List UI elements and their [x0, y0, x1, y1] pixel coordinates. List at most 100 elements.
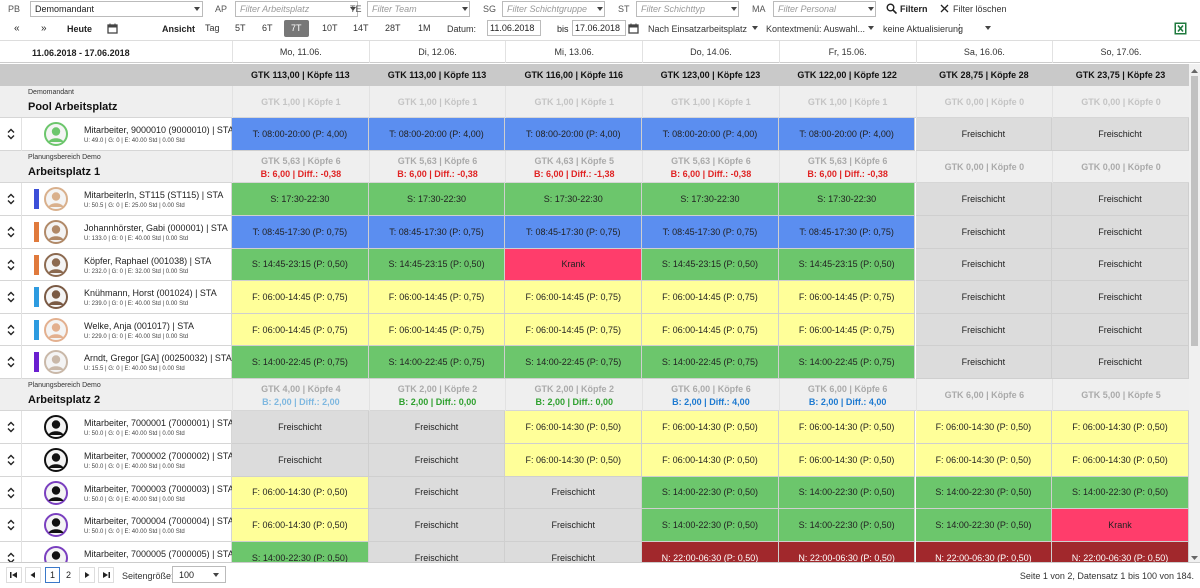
- shift-cell[interactable]: T: 08:00-20:00 (P: 4,00): [642, 118, 779, 151]
- sort-handle[interactable]: [7, 487, 15, 499]
- shift-cell[interactable]: S: 14:00-22:45 (P: 0,75): [778, 346, 916, 379]
- filter-select[interactable]: Demomandant: [30, 1, 203, 17]
- shift-cell[interactable]: Freischicht: [1052, 216, 1189, 249]
- date-from-input[interactable]: 11.06.2018: [487, 20, 541, 36]
- shift-cell[interactable]: S: 14:00-22:45 (P: 0,75): [642, 346, 779, 379]
- shift-cell[interactable]: N: 22:00-06:30 (P: 0,50): [642, 541, 779, 562]
- page-size-select[interactable]: 100: [172, 566, 226, 583]
- prev-page-button[interactable]: [25, 567, 41, 583]
- shift-cell[interactable]: S: 17:30-22:30: [232, 183, 369, 216]
- shift-cell[interactable]: Freischicht: [1052, 118, 1189, 151]
- shift-cell[interactable]: S: 14:00-22:30 (P: 0,50): [642, 509, 779, 542]
- shift-cell[interactable]: Freischicht: [1052, 313, 1189, 347]
- shift-cell[interactable]: F: 06:00-14:30 (P: 0,50): [642, 444, 779, 477]
- shift-cell[interactable]: Freischicht: [915, 313, 1053, 347]
- filter-input[interactable]: Filter Schichtgruppe: [502, 1, 605, 17]
- filter-input[interactable]: Filter Team: [367, 1, 470, 17]
- shift-cell[interactable]: Freischicht: [368, 541, 506, 562]
- view-button[interactable]: 6T: [262, 23, 273, 33]
- calendar-button[interactable]: [107, 23, 118, 34]
- shift-cell[interactable]: S: 17:30-22:30: [642, 183, 779, 216]
- shift-cell[interactable]: F: 06:00-14:45 (P: 0,75): [505, 313, 643, 347]
- shift-cell[interactable]: Freischicht: [915, 118, 1053, 151]
- sort-handle[interactable]: [7, 519, 15, 531]
- shift-cell[interactable]: S: 14:00-22:30 (P: 0,50): [778, 509, 916, 542]
- sort-handle[interactable]: [7, 454, 15, 466]
- shift-cell[interactable]: F: 06:00-14:45 (P: 0,75): [232, 281, 369, 314]
- filter-input[interactable]: Filter Personal: [773, 1, 876, 17]
- shift-cell[interactable]: Freischicht: [232, 444, 369, 477]
- view-button[interactable]: 7T: [284, 20, 309, 37]
- today-button[interactable]: Heute: [67, 24, 93, 34]
- shift-cell[interactable]: N: 22:00-06:30 (P: 0,50): [1052, 541, 1189, 562]
- shift-cell[interactable]: T: 08:45-17:30 (P: 0,75): [232, 216, 369, 249]
- shift-cell[interactable]: T: 08:45-17:30 (P: 0,75): [505, 216, 643, 249]
- shift-cell[interactable]: S: 14:00-22:45 (P: 0,75): [368, 346, 506, 379]
- shift-cell[interactable]: Freischicht: [915, 183, 1053, 216]
- shift-cell[interactable]: S: 14:45-23:15 (P: 0,50): [642, 248, 779, 282]
- shift-cell[interactable]: S: 14:00-22:30 (P: 0,50): [1052, 476, 1189, 510]
- shift-cell[interactable]: F: 06:00-14:45 (P: 0,75): [368, 281, 506, 314]
- shift-cell[interactable]: T: 08:00-20:00 (P: 4,00): [232, 118, 369, 151]
- shift-cell[interactable]: Freischicht: [915, 281, 1053, 314]
- shift-cell[interactable]: S: 14:00-22:30 (P: 0,50): [642, 476, 779, 510]
- sort-handle[interactable]: [7, 356, 15, 368]
- shift-cell[interactable]: Freischicht: [368, 476, 506, 510]
- shift-cell[interactable]: T: 08:00-20:00 (P: 4,00): [505, 118, 643, 151]
- shift-cell[interactable]: S: 14:00-22:45 (P: 0,75): [232, 346, 369, 379]
- shift-cell[interactable]: Freischicht: [915, 346, 1053, 379]
- shift-cell[interactable]: S: 14:00-22:45 (P: 0,75): [505, 346, 643, 379]
- more-button[interactable]: ⋮: [954, 23, 965, 35]
- shift-cell[interactable]: N: 22:00-06:30 (P: 0,50): [915, 541, 1053, 562]
- sort-handle[interactable]: [7, 291, 15, 303]
- shift-cell[interactable]: F: 06:00-14:30 (P: 0,50): [232, 509, 369, 542]
- shift-cell[interactable]: F: 06:00-14:30 (P: 0,50): [505, 411, 643, 444]
- excel-export-button[interactable]: [1174, 22, 1187, 35]
- shift-cell[interactable]: S: 17:30-22:30: [778, 183, 916, 216]
- sort-handle[interactable]: [7, 259, 15, 271]
- shift-cell[interactable]: T: 08:45-17:30 (P: 0,75): [778, 216, 916, 249]
- shift-cell[interactable]: F: 06:00-14:30 (P: 0,50): [778, 444, 916, 477]
- next-button[interactable]: »: [41, 23, 47, 34]
- shift-cell[interactable]: F: 06:00-14:30 (P: 0,50): [1052, 411, 1189, 444]
- view-button[interactable]: 14T: [353, 23, 369, 33]
- shift-cell[interactable]: F: 06:00-14:30 (P: 0,50): [1052, 444, 1189, 477]
- shift-cell[interactable]: Freischicht: [505, 476, 643, 510]
- shift-cell[interactable]: Freischicht: [368, 411, 506, 444]
- view-button[interactable]: 10T: [322, 23, 338, 33]
- calendar-button[interactable]: [628, 23, 639, 34]
- shift-cell[interactable]: Freischicht: [1052, 248, 1189, 282]
- shift-cell[interactable]: Krank: [505, 248, 643, 282]
- shift-cell[interactable]: S: 17:30-22:30: [505, 183, 643, 216]
- shift-cell[interactable]: F: 06:00-14:30 (P: 0,50): [232, 476, 369, 510]
- date-to-input[interactable]: 17.06.2018: [572, 20, 626, 36]
- shift-cell[interactable]: Freischicht: [1052, 346, 1189, 379]
- filter-input[interactable]: Filter Schichttyp: [636, 1, 739, 17]
- shift-cell[interactable]: T: 08:45-17:30 (P: 0,75): [642, 216, 779, 249]
- shift-cell[interactable]: S: 14:00-22:30 (P: 0,50): [232, 541, 369, 562]
- shift-cell[interactable]: Freischicht: [505, 541, 643, 562]
- shift-cell[interactable]: Freischicht: [232, 411, 369, 444]
- shift-cell[interactable]: F: 06:00-14:45 (P: 0,75): [642, 313, 779, 347]
- shift-cell[interactable]: F: 06:00-14:30 (P: 0,50): [778, 411, 916, 444]
- shift-cell[interactable]: N: 22:00-06:30 (P: 0,50): [778, 541, 916, 562]
- shift-cell[interactable]: Freischicht: [505, 509, 643, 542]
- shift-cell[interactable]: Freischicht: [1052, 183, 1189, 216]
- shift-cell[interactable]: F: 06:00-14:30 (P: 0,50): [915, 411, 1053, 444]
- view-button[interactable]: 5T: [235, 23, 246, 33]
- shift-cell[interactable]: Krank: [1052, 509, 1189, 542]
- shift-cell[interactable]: S: 14:45-23:15 (P: 0,50): [368, 248, 506, 282]
- shift-cell[interactable]: F: 06:00-14:45 (P: 0,75): [368, 313, 506, 347]
- shift-cell[interactable]: Freischicht: [368, 444, 506, 477]
- sort-handle[interactable]: [7, 128, 15, 140]
- filter-button[interactable]: Filtern: [900, 4, 928, 14]
- shift-cell[interactable]: F: 06:00-14:45 (P: 0,75): [778, 281, 916, 314]
- shift-cell[interactable]: T: 08:00-20:00 (P: 4,00): [778, 118, 916, 151]
- shift-cell[interactable]: S: 14:00-22:30 (P: 0,50): [915, 476, 1053, 510]
- sort-handle[interactable]: [7, 324, 15, 336]
- view-button[interactable]: 28T: [385, 23, 401, 33]
- page-button[interactable]: 1: [45, 567, 60, 583]
- shift-cell[interactable]: S: 14:45-23:15 (P: 0,50): [778, 248, 916, 282]
- prev-button[interactable]: «: [14, 23, 20, 34]
- shift-cell[interactable]: F: 06:00-14:30 (P: 0,50): [642, 411, 779, 444]
